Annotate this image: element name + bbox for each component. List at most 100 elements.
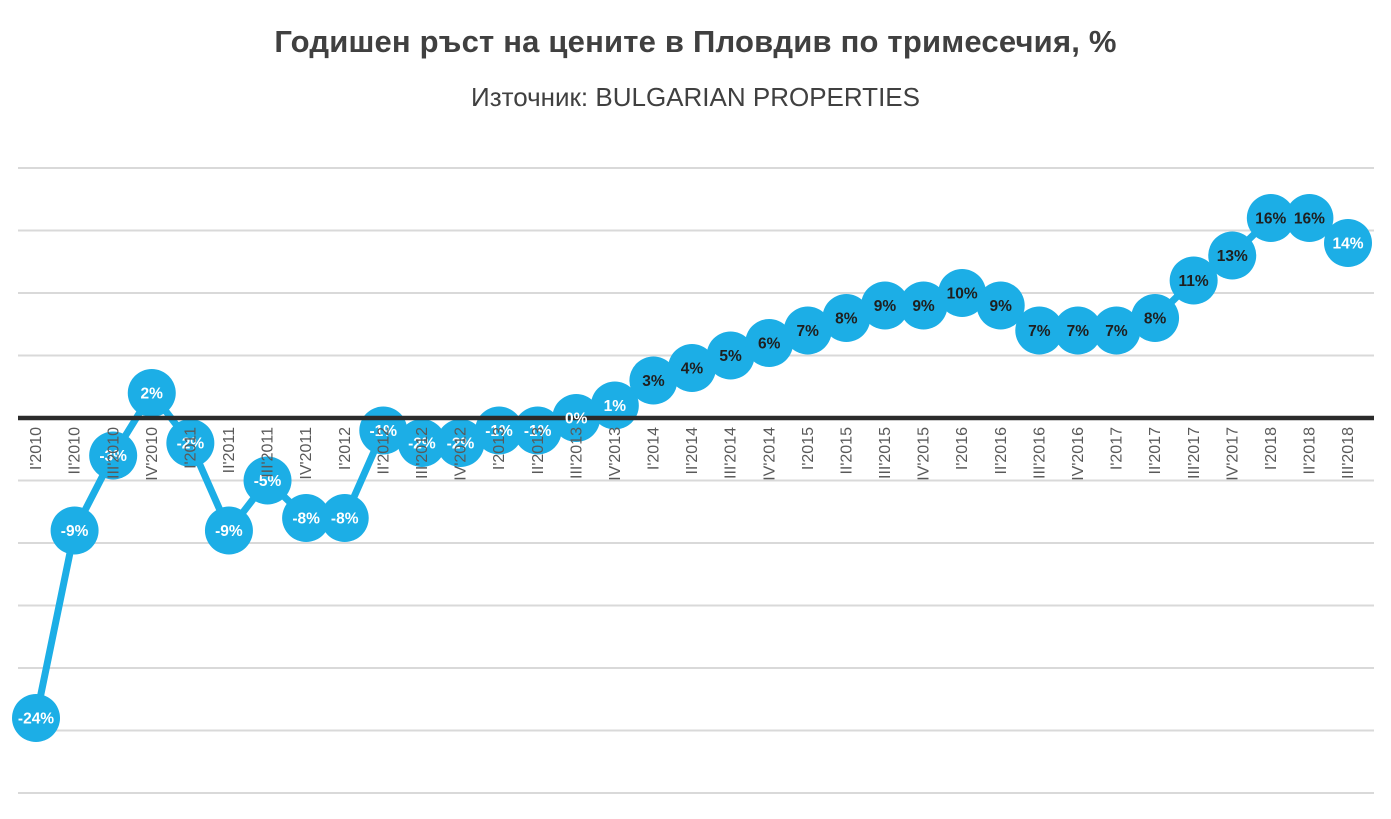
- x-axis-label: IV'2017: [1224, 427, 1241, 481]
- point-label: -1%: [370, 423, 398, 440]
- x-axis-label: III'2015: [877, 427, 894, 479]
- x-axis-label: I'2011: [182, 427, 199, 469]
- x-axis-label: III'2013: [568, 427, 585, 479]
- x-axis-label: IV'2010: [144, 427, 161, 481]
- data-point: [1015, 306, 1064, 355]
- point-label: -3%: [99, 448, 127, 465]
- data-point: [1169, 256, 1218, 305]
- point-label: 16%: [1255, 210, 1286, 227]
- point-label: 4%: [681, 360, 704, 377]
- point-label: 5%: [719, 348, 742, 365]
- data-point: [436, 419, 485, 467]
- data-point: [204, 506, 253, 555]
- data-point: [1208, 231, 1257, 280]
- data-point: [1131, 294, 1180, 342]
- data-point: [860, 281, 909, 330]
- x-axis-label: III'2014: [723, 427, 740, 479]
- data-point: [938, 269, 987, 317]
- point-label: 6%: [758, 335, 781, 352]
- x-axis-label: II'2018: [1302, 427, 1319, 475]
- data-point: [243, 456, 292, 505]
- data-point: [745, 319, 794, 367]
- data-point: [1285, 194, 1334, 242]
- x-axis-label: IV'2015: [916, 427, 933, 481]
- point-label: -8%: [331, 510, 359, 527]
- point-label: -1%: [485, 423, 513, 440]
- x-axis-label: III'2017: [1186, 427, 1203, 479]
- point-label: 9%: [874, 298, 897, 315]
- point-label: -8%: [292, 510, 320, 527]
- chart-title: Годишен ръст на цените в Пловдив по трим…: [274, 24, 1117, 59]
- point-label: 8%: [835, 310, 858, 327]
- x-axis-label: I'2017: [1109, 427, 1126, 470]
- x-axis-label: III'2010: [105, 427, 122, 479]
- x-axis-label: I'2018: [1263, 427, 1280, 470]
- x-axis-label: II'2014: [684, 427, 701, 475]
- point-label: -2%: [447, 435, 475, 452]
- chart-subtitle: Източник: BULGARIAN PROPERTIES: [471, 82, 920, 112]
- x-axis-label: IV'2011: [298, 427, 315, 480]
- x-axis-label: II'2010: [67, 427, 84, 475]
- point-label: 1%: [604, 398, 627, 415]
- point-label: 0%: [565, 410, 588, 427]
- data-point: [1246, 194, 1295, 242]
- data-point: [706, 331, 755, 380]
- point-label: -2%: [177, 435, 205, 452]
- x-axis-label: II'2011: [221, 427, 238, 473]
- point-label: -2%: [408, 435, 436, 452]
- data-point: [629, 356, 678, 405]
- point-label: 7%: [1105, 323, 1128, 340]
- point-label: -24%: [18, 710, 54, 727]
- data-point: [1053, 306, 1102, 355]
- x-axis-label: III'2018: [1340, 427, 1357, 479]
- x-axis-label: I'2015: [800, 427, 817, 470]
- point-label: 9%: [990, 298, 1013, 315]
- x-axis-label: I'2013: [491, 427, 508, 470]
- x-axis-label: III'2012: [414, 427, 431, 479]
- point-label: -5%: [254, 473, 282, 490]
- point-label: 14%: [1332, 235, 1363, 252]
- x-axis-label: IV'2014: [761, 427, 778, 481]
- data-point: [50, 506, 99, 555]
- x-axis-label: II'2013: [530, 427, 547, 475]
- x-axis-label: II'2017: [1147, 427, 1164, 475]
- x-axis-label: I'2010: [28, 427, 45, 470]
- x-axis-label: IV'2013: [607, 427, 624, 481]
- point-label: 3%: [642, 373, 665, 390]
- x-axis-label: IV'2016: [1070, 427, 1087, 481]
- point-label: 7%: [797, 323, 820, 340]
- point-label: 9%: [912, 298, 935, 315]
- data-point: [1092, 306, 1141, 355]
- data-point: [89, 431, 138, 480]
- point-label: -9%: [215, 523, 243, 540]
- data-point: [397, 419, 446, 467]
- x-axis-label: I'2016: [954, 427, 971, 470]
- data-point: [166, 419, 215, 467]
- x-axis-label: II'2012: [375, 427, 392, 475]
- data-point: [899, 281, 948, 330]
- data-point: [12, 694, 60, 742]
- point-label: 10%: [947, 285, 978, 302]
- point-label: -1%: [524, 423, 552, 440]
- data-point: [783, 306, 832, 355]
- data-point: [1324, 219, 1372, 267]
- x-axis-label: III'2016: [1031, 427, 1048, 479]
- data-point: [127, 369, 176, 417]
- point-label: 7%: [1067, 323, 1090, 340]
- data-point: [822, 294, 871, 342]
- point-label: 8%: [1144, 310, 1167, 327]
- data-point: [976, 281, 1025, 330]
- x-axis-label: III'2011: [260, 427, 277, 478]
- point-label: 11%: [1179, 273, 1209, 290]
- data-point: [668, 344, 716, 392]
- point-label: -9%: [61, 523, 89, 540]
- point-label: 2%: [141, 385, 164, 402]
- x-axis-label: II'2015: [838, 427, 855, 475]
- x-axis-label: I'2014: [646, 427, 663, 470]
- x-axis-label: I'2012: [337, 427, 354, 470]
- data-point: [282, 494, 331, 542]
- point-label: 13%: [1217, 248, 1248, 265]
- x-axis-label: II'2016: [993, 427, 1010, 475]
